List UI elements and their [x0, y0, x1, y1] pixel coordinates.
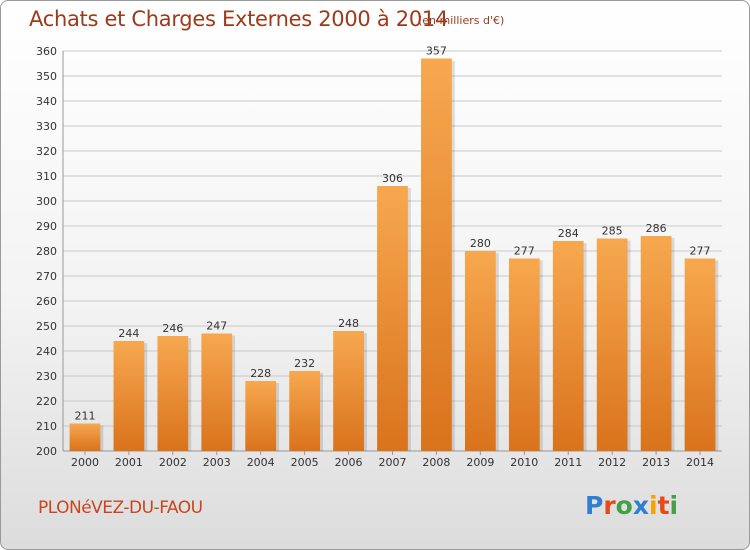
place-name: PLONéVEZ-DU-FAOU: [38, 498, 203, 518]
x-tick-label: 2000: [71, 456, 99, 469]
y-tick-label: 270: [36, 270, 57, 283]
bar: [464, 251, 496, 451]
bar: [201, 333, 233, 451]
data-label: 248: [338, 317, 359, 330]
logo-letter: i: [649, 491, 658, 520]
unit-note: (en milliers d'€): [418, 14, 505, 27]
logo-letter: x: [632, 491, 649, 520]
x-tick-label: 2004: [247, 456, 275, 469]
y-tick-label: 250: [36, 320, 57, 333]
bar: [552, 241, 584, 451]
data-label: 247: [206, 320, 227, 333]
data-label: 285: [602, 225, 623, 238]
x-tick-label: 2001: [115, 456, 143, 469]
bar: [289, 371, 321, 451]
bar: [684, 258, 716, 451]
y-tick-label: 260: [36, 295, 57, 308]
data-label: 284: [558, 227, 579, 240]
x-tick-label: 2008: [422, 456, 450, 469]
logo-letter: i: [669, 491, 679, 520]
bar: [508, 258, 540, 451]
logo-letter: t: [657, 491, 670, 520]
x-tick-label: 2011: [554, 456, 582, 469]
bar: [596, 238, 628, 451]
bar: [333, 331, 364, 451]
y-tick-label: 340: [36, 95, 57, 108]
x-tick-label: 2014: [686, 456, 714, 469]
y-tick-label: 320: [36, 145, 57, 158]
proxiti-logo[interactable]: Proxiti: [585, 491, 678, 520]
logo-letter: P: [585, 491, 604, 520]
data-label: 306: [382, 172, 403, 185]
y-tick-label: 230: [36, 370, 57, 383]
y-tick-label: 200: [36, 445, 57, 458]
y-tick-label: 330: [36, 120, 57, 133]
y-tick-label: 300: [36, 195, 57, 208]
bar: [157, 336, 189, 451]
data-label: 228: [250, 367, 271, 380]
chart-title: Achats et Charges Externes 2000 à 2014: [29, 7, 449, 31]
x-tick-label: 2009: [466, 456, 494, 469]
x-tick-label: 2007: [379, 456, 407, 469]
bar: [377, 186, 408, 451]
y-tick-label: 220: [36, 395, 57, 408]
x-tick-label: 2010: [510, 456, 538, 469]
logo-letter: o: [615, 491, 633, 520]
y-tick-label: 290: [36, 220, 57, 233]
data-label: 286: [646, 222, 667, 235]
y-tick-label: 210: [36, 420, 57, 433]
y-tick-label: 350: [36, 70, 57, 83]
x-tick-label: 2005: [291, 456, 319, 469]
data-label: 280: [470, 237, 491, 250]
bar: [640, 236, 672, 451]
data-label: 277: [690, 245, 711, 258]
bar: [245, 381, 277, 451]
data-label: 277: [514, 245, 535, 258]
x-tick-label: 2013: [642, 456, 670, 469]
y-tick-label: 360: [36, 45, 57, 58]
data-label: 357: [426, 45, 447, 58]
data-label: 232: [294, 357, 315, 370]
x-tick-label: 2012: [598, 456, 626, 469]
x-tick-label: 2002: [159, 456, 187, 469]
logo-letter: r: [603, 491, 616, 520]
y-tick-label: 240: [36, 345, 57, 358]
data-label: 246: [162, 322, 183, 335]
bar: [113, 341, 145, 451]
y-tick-label: 310: [36, 170, 57, 183]
bar: [421, 58, 452, 451]
x-tick-label: 2003: [203, 456, 231, 469]
bar: [69, 423, 101, 451]
data-label: 211: [74, 410, 95, 423]
y-tick-label: 280: [36, 245, 57, 258]
data-label: 244: [118, 327, 139, 340]
x-tick-label: 2006: [335, 456, 363, 469]
